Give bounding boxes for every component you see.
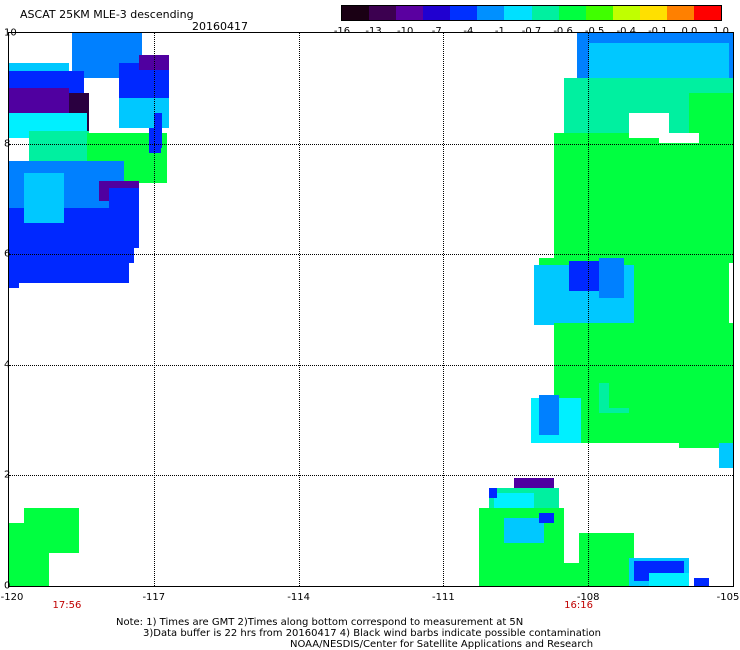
data-patch	[539, 395, 559, 435]
y-tick-label: 10	[4, 27, 17, 39]
pass-time-label: 17:56	[52, 600, 82, 611]
colorbar-tick-label: -0.6	[553, 26, 573, 37]
colorbar-segment	[423, 6, 451, 20]
colorbar-segment	[612, 6, 640, 20]
gridline-vertical	[588, 33, 590, 586]
y-tick-label: 0	[4, 580, 11, 592]
data-patch	[489, 488, 497, 498]
gridline-vertical	[443, 33, 445, 586]
colorbar-segment	[450, 6, 478, 20]
pass-time-label: 16:16	[564, 600, 593, 611]
data-patch	[539, 513, 554, 523]
colorbar-tick-label: -13	[365, 26, 381, 37]
data-patch	[149, 128, 161, 153]
colorbar-tick-label: -0.7	[522, 26, 542, 37]
x-tick-label: -108	[576, 592, 600, 603]
y-tick-label: 2	[4, 469, 11, 481]
colorbar-segment	[477, 6, 505, 20]
data-patch	[504, 518, 544, 543]
gridline-horizontal	[9, 254, 733, 256]
colorbar-tick-label: 1.0	[713, 26, 729, 37]
x-tick-label: -117	[142, 592, 166, 603]
y-tick-label: 8	[4, 138, 11, 150]
data-patch	[609, 383, 629, 408]
gridline-vertical	[298, 33, 300, 586]
x-tick-label: -111	[432, 592, 455, 603]
colorbar-segment	[369, 6, 397, 20]
colorbar-tick-label: -1	[495, 26, 505, 37]
data-patch	[649, 573, 689, 586]
x-tick-label: -114	[287, 592, 310, 603]
data-patch	[694, 578, 709, 586]
note-line-2: 3)Data buffer is 22 hrs from 20160417 4)…	[143, 628, 601, 639]
colorbar-segment	[396, 6, 424, 20]
note-line-3: NOAA/NESDIS/Center for Satellite Applica…	[290, 639, 594, 650]
data-patch	[679, 428, 724, 448]
colorbar-tick-label: -16	[334, 26, 350, 37]
colorbar-tick-label: -0.4	[616, 26, 636, 37]
colorbar-tick-label: 0.0	[681, 26, 697, 37]
data-patch	[659, 133, 699, 143]
colorbar-segment	[558, 6, 586, 20]
chart-title: ASCAT 25KM MLE-3 descending	[20, 8, 194, 21]
data-patch	[719, 443, 733, 468]
data-patch	[9, 553, 44, 586]
data-patch	[689, 93, 733, 133]
y-tick-label: 6	[4, 248, 11, 260]
colorbar-segment	[694, 6, 722, 20]
data-patch	[554, 323, 733, 383]
colorbar	[341, 5, 722, 21]
data-patch	[9, 258, 129, 283]
y-tick-label: 4	[4, 359, 11, 371]
colorbar-tick-label: -4	[463, 26, 473, 37]
gridline-horizontal	[9, 143, 733, 145]
colorbar-tick-label: -10	[397, 26, 413, 37]
colorbar-segment	[531, 6, 559, 20]
colorbar-segment	[639, 6, 667, 20]
map-area	[8, 32, 734, 587]
data-patch	[24, 173, 64, 223]
gridline-horizontal	[9, 475, 733, 477]
colorbar-segment	[504, 6, 532, 20]
colorbar-segment	[342, 6, 370, 20]
colorbar-segment	[666, 6, 695, 20]
data-patch	[589, 43, 729, 83]
note-line-1: Note: 1) Times are GMT 2)Times along bot…	[116, 617, 524, 628]
data-patch	[9, 278, 19, 288]
gridline-vertical	[153, 33, 155, 586]
data-patch	[29, 131, 89, 161]
colorbar-tick-label: -0.1	[648, 26, 668, 37]
data-patch	[109, 188, 139, 248]
colorbar-tick-label: -7	[432, 26, 442, 37]
chart-date: 20160417	[192, 20, 248, 33]
data-patch	[554, 133, 733, 263]
gridline-horizontal	[9, 364, 733, 366]
x-tick-label: -120	[0, 592, 24, 603]
colorbar-segment	[585, 6, 613, 20]
colorbar-tick-label: -0.5	[585, 26, 605, 37]
data-patch	[579, 533, 634, 586]
data-patch	[539, 563, 584, 586]
data-patch	[599, 258, 624, 298]
x-tick-label: -105	[716, 592, 740, 603]
